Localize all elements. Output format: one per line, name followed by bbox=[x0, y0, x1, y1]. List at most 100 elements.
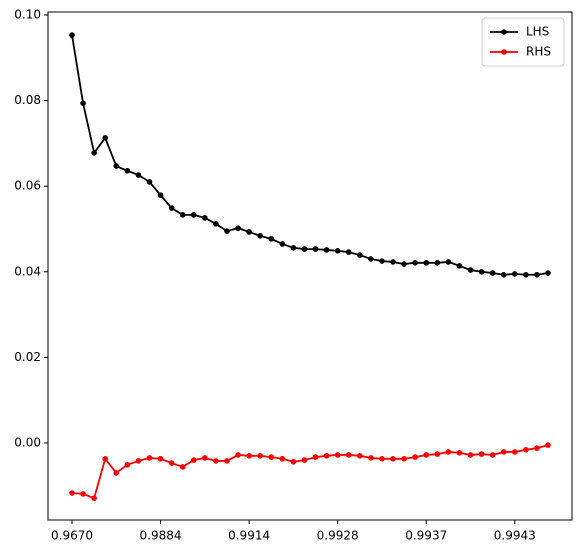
point bbox=[334, 248, 341, 254]
point bbox=[489, 452, 496, 458]
point bbox=[412, 259, 418, 266]
point bbox=[357, 252, 363, 258]
point bbox=[124, 461, 131, 468]
legend-marker bbox=[501, 49, 507, 55]
point bbox=[279, 241, 286, 247]
y-tick-label: 0.00 bbox=[14, 435, 41, 449]
point bbox=[213, 458, 219, 464]
point bbox=[357, 453, 363, 459]
point bbox=[423, 259, 430, 266]
point bbox=[456, 262, 463, 269]
point bbox=[467, 452, 474, 458]
point bbox=[157, 456, 164, 462]
point bbox=[323, 453, 330, 459]
point bbox=[202, 215, 208, 221]
point bbox=[545, 270, 551, 276]
point bbox=[80, 491, 86, 497]
point bbox=[478, 268, 485, 275]
point bbox=[523, 447, 529, 453]
point bbox=[434, 451, 441, 457]
point bbox=[379, 456, 385, 462]
point bbox=[434, 259, 441, 266]
point bbox=[379, 258, 385, 264]
legend-label: RHS bbox=[526, 45, 551, 59]
point bbox=[157, 192, 164, 198]
point bbox=[113, 163, 120, 169]
point bbox=[113, 470, 120, 476]
point bbox=[257, 453, 263, 459]
point bbox=[401, 261, 407, 267]
point bbox=[91, 495, 97, 501]
point bbox=[445, 259, 452, 265]
series-line bbox=[71, 34, 549, 276]
point bbox=[279, 456, 286, 462]
y-tick-label: 0.02 bbox=[14, 350, 41, 364]
point bbox=[168, 205, 175, 211]
point bbox=[102, 456, 109, 462]
point bbox=[390, 456, 396, 462]
point bbox=[500, 271, 507, 278]
point bbox=[301, 246, 308, 252]
x-tick-label: 0.9943 bbox=[494, 529, 536, 543]
point bbox=[91, 150, 97, 156]
point bbox=[390, 259, 396, 265]
point bbox=[69, 490, 75, 496]
point bbox=[534, 271, 540, 278]
point bbox=[268, 454, 275, 460]
point bbox=[345, 249, 352, 255]
point bbox=[179, 212, 186, 218]
point bbox=[146, 455, 153, 461]
point bbox=[179, 464, 186, 470]
point bbox=[235, 225, 241, 231]
point bbox=[135, 172, 142, 178]
point bbox=[489, 270, 496, 276]
point bbox=[345, 452, 352, 458]
point bbox=[368, 455, 374, 461]
point bbox=[423, 452, 430, 458]
point bbox=[224, 458, 230, 464]
point bbox=[334, 452, 341, 458]
x-tick-label: 0.9928 bbox=[317, 529, 359, 543]
point bbox=[534, 445, 540, 451]
point bbox=[290, 245, 297, 251]
point bbox=[412, 454, 418, 460]
y-tick-label: 0.10 bbox=[14, 7, 41, 21]
series-line bbox=[71, 444, 549, 500]
point bbox=[467, 267, 474, 273]
point bbox=[511, 271, 518, 277]
point bbox=[168, 460, 175, 466]
point bbox=[268, 236, 275, 242]
point bbox=[257, 233, 263, 239]
point bbox=[69, 32, 75, 38]
point bbox=[290, 458, 297, 465]
point bbox=[500, 449, 507, 455]
y-tick-label: 0.08 bbox=[14, 93, 41, 107]
point bbox=[456, 450, 463, 456]
point bbox=[190, 212, 197, 218]
point bbox=[323, 247, 330, 253]
legend-marker bbox=[501, 29, 507, 35]
point bbox=[235, 452, 241, 458]
point bbox=[445, 449, 452, 455]
x-tick-label: 0.9884 bbox=[140, 529, 182, 543]
point bbox=[246, 453, 252, 459]
y-tick-label: 0.06 bbox=[14, 179, 41, 193]
point bbox=[312, 246, 319, 252]
point bbox=[478, 451, 485, 457]
point bbox=[190, 457, 197, 463]
point bbox=[102, 135, 109, 141]
point bbox=[401, 456, 407, 462]
point bbox=[213, 221, 219, 227]
point bbox=[146, 179, 153, 185]
point bbox=[124, 167, 131, 174]
point bbox=[80, 100, 86, 106]
axes-frame bbox=[47, 11, 573, 521]
point bbox=[312, 454, 319, 460]
point bbox=[545, 442, 551, 448]
legend: LHS RHS bbox=[481, 17, 565, 67]
y-tick-label: 0.04 bbox=[14, 264, 41, 278]
point bbox=[135, 458, 142, 464]
legend-box bbox=[481, 17, 565, 67]
